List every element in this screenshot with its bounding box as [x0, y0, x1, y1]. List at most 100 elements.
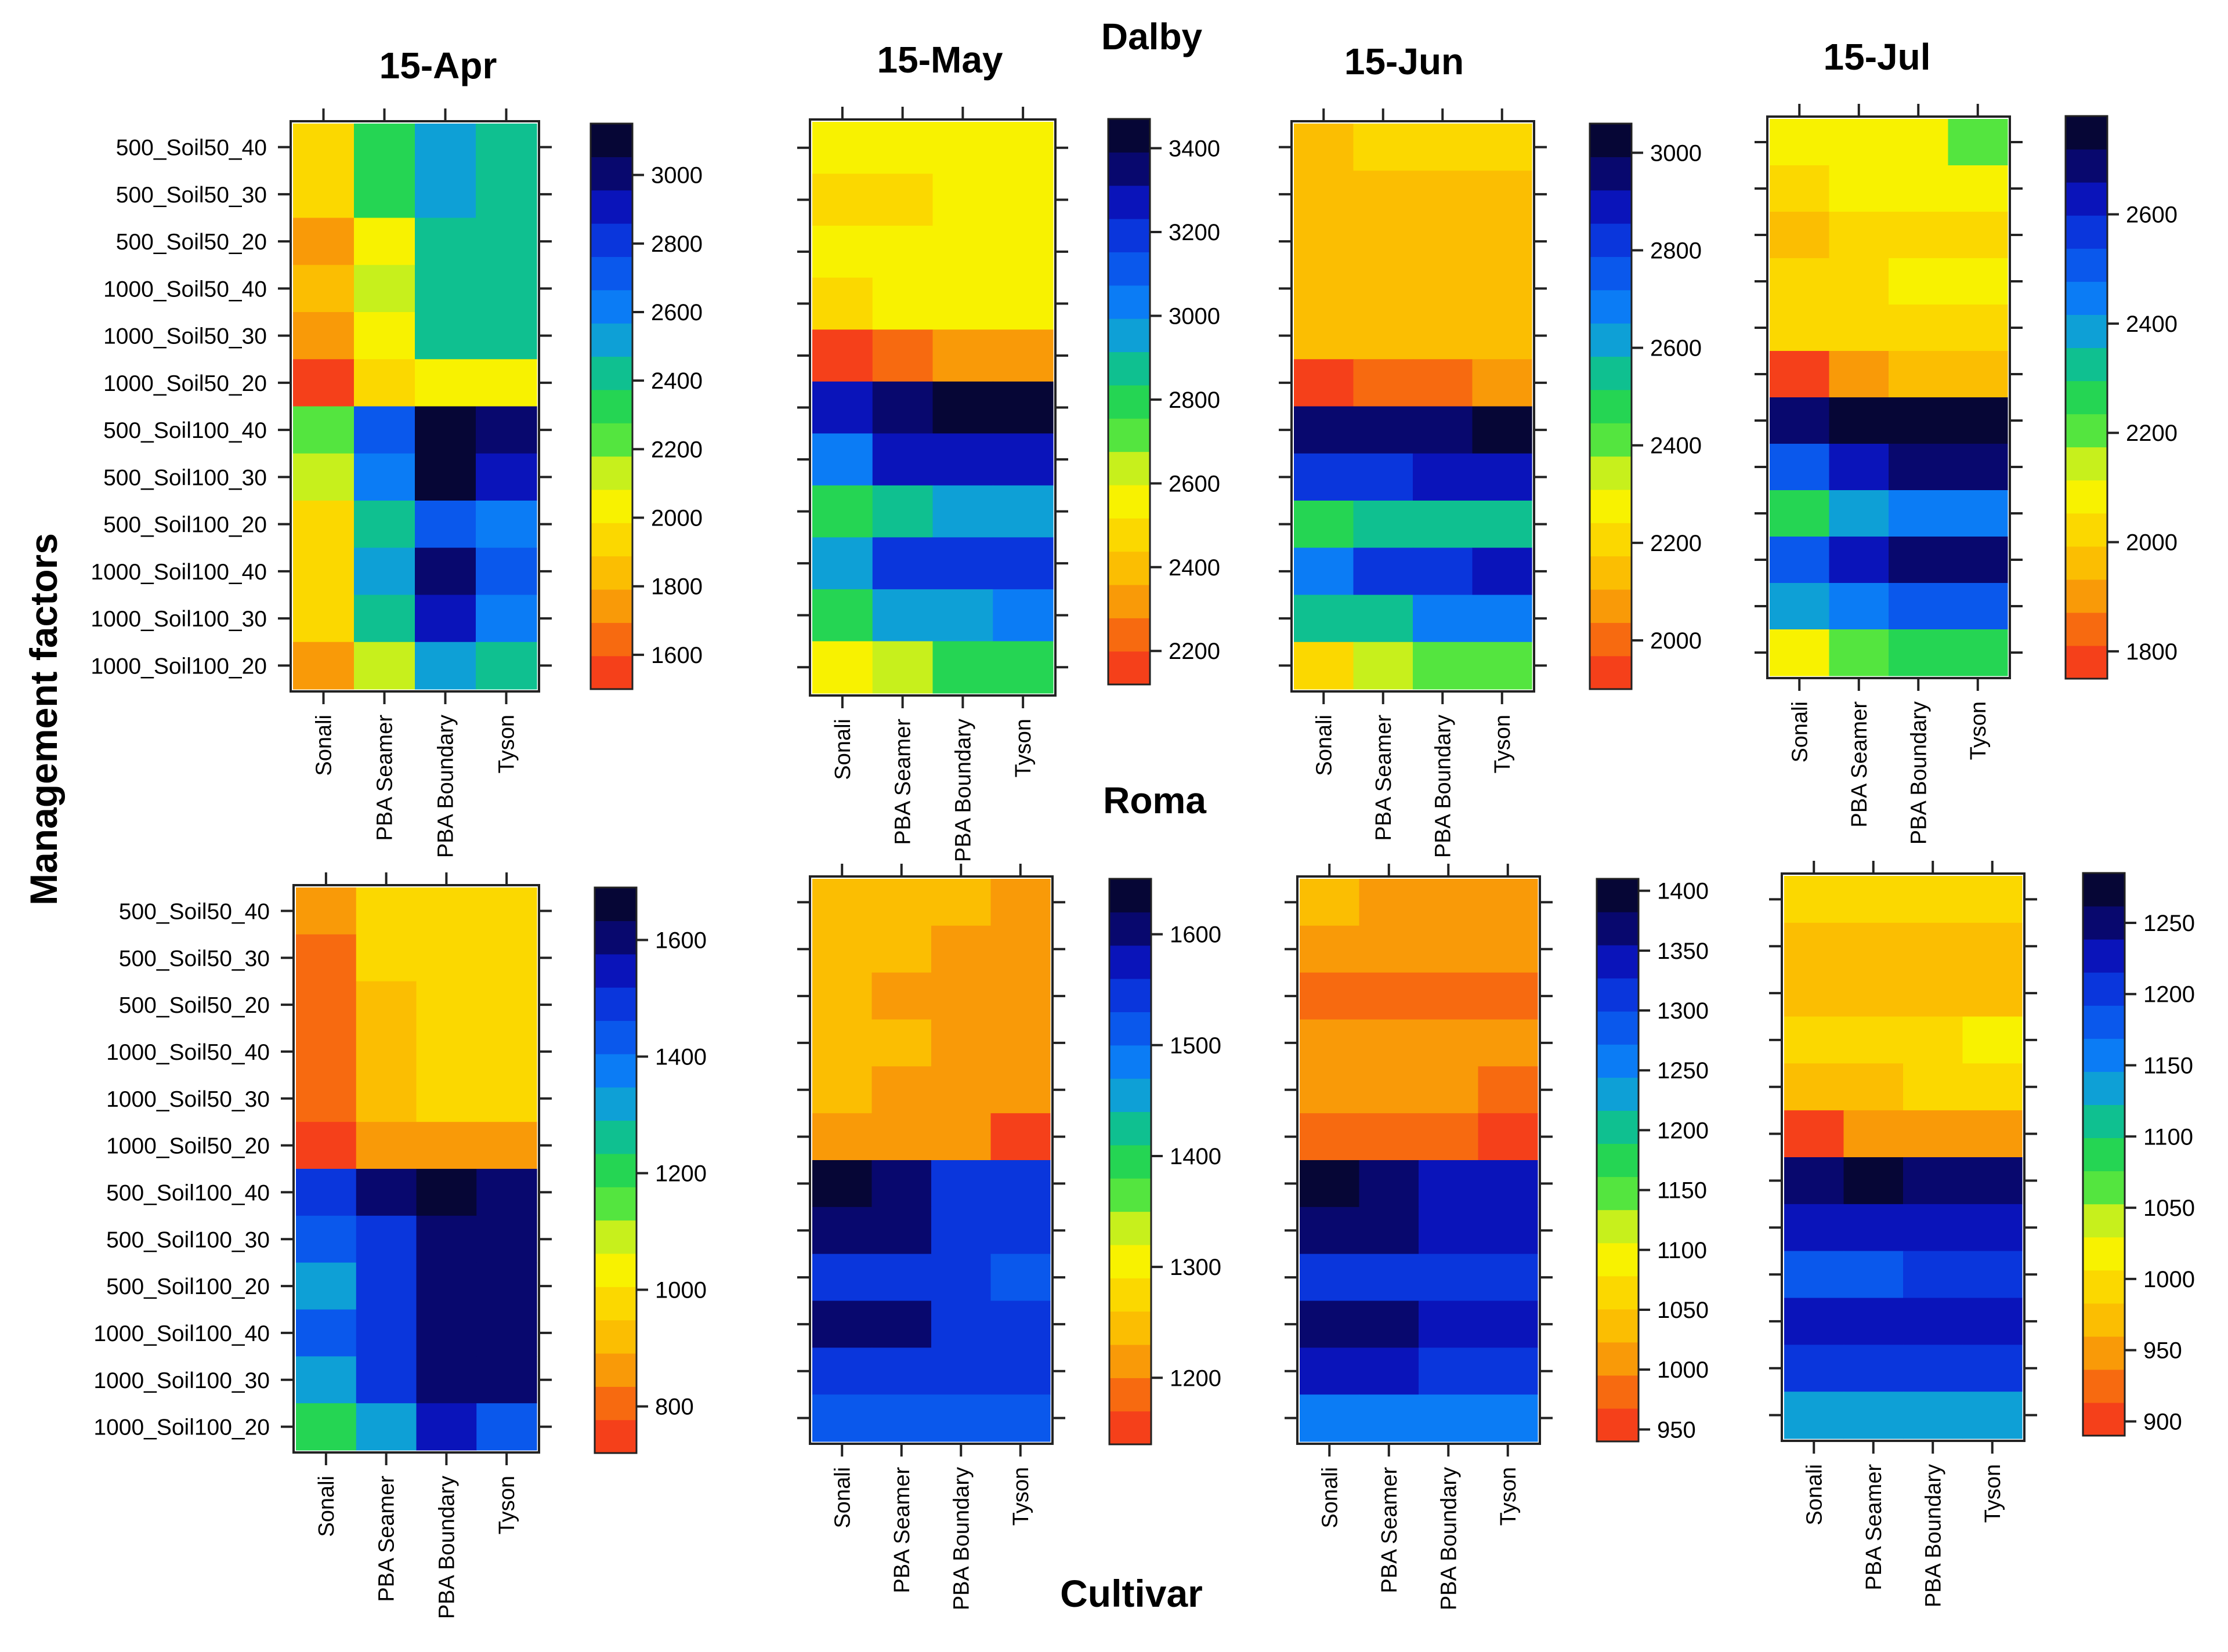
colorbar-tick-label: 1200 — [2143, 982, 2195, 1008]
heatmap-cell — [812, 381, 873, 434]
heatmap-cell — [1889, 165, 1949, 212]
heatmap-cell — [1889, 305, 1949, 352]
heatmap-cell — [931, 1066, 992, 1114]
colorbar-segment — [1108, 318, 1150, 353]
colorbar-tick-label: 3000 — [651, 163, 703, 189]
heatmap-cell — [416, 981, 477, 1029]
heatmap-cell — [415, 642, 476, 690]
heatmap-cell — [476, 1028, 537, 1075]
heatmap-cell — [812, 1066, 873, 1114]
heatmap-cell — [1472, 642, 1532, 690]
heatmap-cell — [931, 1160, 992, 1208]
heatmap-cell — [1478, 1347, 1538, 1395]
colorbar-segment — [2066, 480, 2107, 514]
heatmap-cell — [1829, 305, 1889, 352]
heatmap-cell — [354, 218, 415, 266]
heatmap-cell — [476, 887, 537, 935]
column-label: Sonali — [314, 1476, 339, 1537]
colorbar-segment — [2066, 248, 2107, 282]
heatmap-cell — [1419, 972, 1479, 1020]
colorbar-tick-label: 1400 — [1657, 879, 1709, 904]
panel-title: 15-Jul — [1824, 36, 1931, 78]
heatmap-cell — [1419, 1113, 1479, 1161]
colorbar-segment — [591, 256, 632, 291]
heatmap-cell — [812, 1113, 873, 1161]
heatmap-cell — [1353, 406, 1413, 454]
heatmap-cell — [1843, 969, 1904, 1017]
heatmap-cell — [415, 548, 476, 596]
colorbar-segment — [1590, 456, 1632, 490]
column-label: PBA Seamer — [1372, 715, 1396, 841]
heatmap-cell — [1962, 1016, 2023, 1064]
heatmap-cell — [1770, 119, 1830, 166]
heatmap-cell — [356, 981, 417, 1029]
heatmap-cell — [990, 1160, 1051, 1208]
heatmap-cell — [1948, 537, 2008, 584]
heatmap-panel-dalby-15-jun: 15-Jun Sonali PBA Seamer PBA Boundary Tyson 2… — [1279, 41, 1702, 858]
colorbar-segment — [591, 323, 632, 357]
heatmap-cell — [1903, 1251, 1963, 1299]
heatmap-cell — [1472, 124, 1532, 171]
heatmap-cell — [476, 265, 537, 313]
colorbar-segment — [1597, 978, 1639, 1012]
heatmap-cell — [1889, 490, 1949, 537]
site-label-bottom: Roma — [1103, 780, 1206, 821]
row-label: 500_Soil50_40 — [116, 136, 267, 161]
heatmap-cell — [932, 226, 993, 278]
heatmap-cell — [1478, 1160, 1538, 1208]
heatmap-cell — [932, 641, 993, 694]
heatmap-cell — [1419, 1207, 1479, 1255]
heatmap-cell — [1889, 351, 1949, 398]
heatmap-cell — [931, 1207, 992, 1255]
heatmap-cell — [476, 1262, 537, 1310]
heatmap-cell — [1843, 1298, 1904, 1345]
heatmap-cell — [1829, 629, 1889, 676]
colorbar-segment — [595, 1053, 636, 1088]
heatmap-cell — [1419, 1066, 1479, 1114]
heatmap-cell — [1829, 351, 1889, 398]
heatmap-cell — [476, 981, 537, 1029]
heatmap-cell — [356, 1309, 417, 1357]
panel-frame — [1296, 875, 1541, 1445]
heatmap-cell — [1889, 537, 1949, 584]
colorbar-segment — [1108, 252, 1150, 286]
colorbar-tick-label: 2400 — [2126, 311, 2178, 337]
heatmap-cell — [1770, 212, 1830, 259]
column-label: Sonali — [1802, 1464, 1826, 1526]
colorbar-segment — [2083, 1402, 2125, 1436]
heatmap-cell — [1359, 1066, 1419, 1114]
colorbar-segment — [1590, 523, 1632, 557]
colorbar-segment — [1109, 979, 1151, 1013]
heatmap-cell — [1472, 312, 1532, 360]
colorbar-segment — [595, 1353, 636, 1387]
colorbar-segment — [595, 1386, 636, 1421]
heatmap-cell — [296, 1262, 357, 1310]
heatmap-cell — [356, 1262, 417, 1310]
colorbar-segment — [1109, 1178, 1151, 1212]
heatmap-cell — [990, 1347, 1051, 1395]
colorbar-segment — [2066, 513, 2107, 547]
heatmap-cell — [356, 1169, 417, 1216]
heatmap-cell — [1300, 972, 1360, 1020]
column-label: PBA Seamer — [373, 715, 397, 841]
colorbar-tick-label: 1050 — [1657, 1298, 1709, 1323]
heatmap-cell — [1359, 1347, 1419, 1395]
heatmap-cell — [1829, 212, 1889, 259]
column-label: PBA Boundary — [1921, 1464, 1945, 1607]
heatmap-cell — [354, 265, 415, 313]
colorbar-tick-label: 900 — [2143, 1409, 2182, 1434]
colorbar-segment — [1109, 1211, 1151, 1245]
column-label: Sonali — [831, 719, 855, 780]
colorbar-tick-label: 1200 — [655, 1161, 707, 1187]
heatmap-cell — [990, 972, 1051, 1020]
colorbar-segment — [1108, 618, 1150, 652]
colorbar-tick-label: 2600 — [1650, 336, 1702, 361]
colorbar-tick-label: 2800 — [1169, 387, 1220, 413]
column-label: PBA Boundary — [1431, 715, 1455, 858]
heatmap-cell — [871, 1160, 932, 1208]
colorbar-segment — [1590, 124, 1632, 157]
row-label: 500_Soil100_30 — [106, 1227, 270, 1252]
heatmap-cell — [1962, 1298, 2023, 1345]
colorbar-tick-label: 1050 — [2143, 1195, 2195, 1221]
heatmap-cell — [354, 171, 415, 219]
